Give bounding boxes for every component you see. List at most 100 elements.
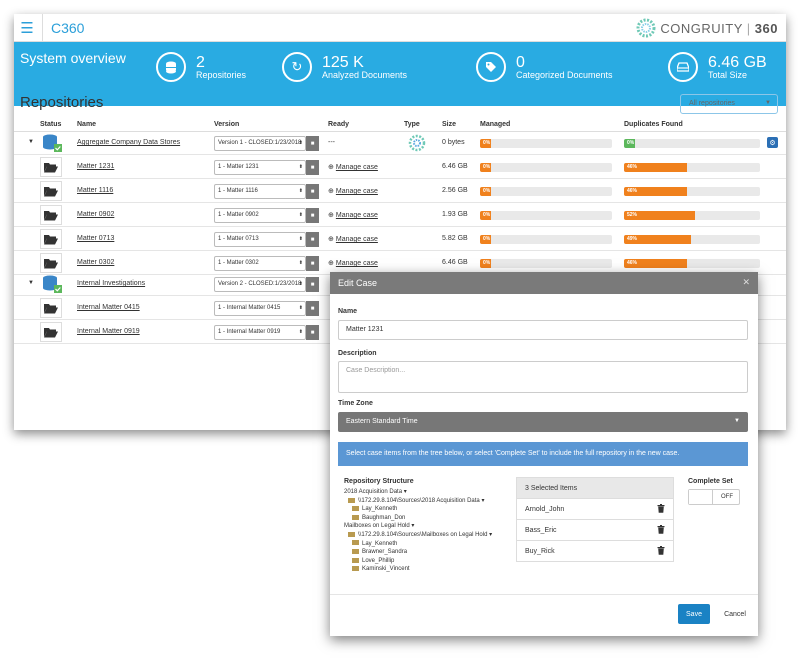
toggle-knob (689, 490, 713, 504)
repository-link[interactable]: Matter 1116 (77, 187, 114, 194)
version-save-button[interactable]: ■ (306, 256, 319, 271)
version-select[interactable]: 1 - Internal Matter 0415 ⬍ (214, 301, 306, 316)
tree-node-label: Kaminski_Vincent (362, 566, 410, 573)
tree-node[interactable]: Baughman_Don (344, 514, 492, 523)
repository-link[interactable]: Matter 0302 (77, 259, 115, 266)
plus-circle-icon: ⊕ (328, 164, 334, 171)
tree-node[interactable]: \\172.29.8.104\Sources\2018 Acquisition … (344, 497, 492, 506)
tree-node[interactable]: Love_Phillip (344, 557, 492, 566)
case-name-input[interactable]: Matter 1231 (338, 320, 748, 340)
save-button[interactable]: Save (678, 604, 710, 624)
version-save-button[interactable]: ■ (306, 325, 319, 340)
case-description-input[interactable]: Case Description... (338, 361, 748, 393)
version-value: 1 - Matter 1116 (218, 188, 258, 194)
version-save-button[interactable]: ■ (306, 277, 319, 292)
version-save-button[interactable]: ■ (306, 160, 319, 175)
tree-node[interactable]: Lay_Kenneth (344, 540, 492, 549)
manage-case-label: Manage case (335, 188, 378, 195)
tree-node-label: Lay_Kenneth (362, 540, 398, 547)
floppy-icon: ■ (310, 140, 315, 147)
duplicates-fill: 46% (624, 163, 687, 172)
gear-icon[interactable]: ⚙ (767, 137, 778, 148)
duplicates-bar: 46% (624, 187, 760, 196)
repository-link[interactable]: Internal Investigations (77, 280, 146, 287)
trash-icon[interactable] (657, 546, 665, 555)
version-save-button[interactable]: ■ (306, 208, 319, 223)
complete-set-toggle[interactable]: OFF (688, 489, 740, 505)
folder-icon (348, 531, 355, 537)
folder-open-icon (40, 157, 62, 177)
hamburger-menu-icon[interactable]: ☰ (20, 19, 34, 37)
size-value: 6.46 GB (442, 259, 468, 266)
col-size: Size (442, 121, 457, 128)
tree-node-label: Lay_Kenneth (362, 506, 398, 513)
repositories-title: Repositories (20, 94, 104, 111)
version-select[interactable]: 1 - Matter 0902 ⬍ (214, 208, 306, 223)
version-save-button[interactable]: ■ (306, 184, 319, 199)
repository-link[interactable]: Internal Matter 0415 (77, 304, 140, 311)
tree-node[interactable]: Kaminski_Vincent (344, 565, 492, 574)
version-select[interactable]: 1 - Matter 0713 ⬍ (214, 232, 306, 247)
database-check-icon (43, 134, 62, 152)
duplicates-bar: 52% (624, 211, 760, 220)
col-version: Version (214, 121, 240, 128)
manage-case-link[interactable]: ⊕ Manage case (328, 259, 378, 267)
tree-node[interactable]: Mailboxes on Legal Hold ▾ (344, 522, 492, 531)
name-label: Name (338, 308, 358, 315)
floppy-icon: ■ (310, 188, 315, 195)
version-select[interactable]: 1 - Internal Matter 0919 ⬍ (214, 325, 306, 340)
version-select[interactable]: 1 - Matter 1116 ⬍ (214, 184, 306, 199)
manage-case-link[interactable]: ⊕ Manage case (328, 235, 378, 243)
trash-icon[interactable] (657, 525, 665, 534)
folder-open-icon (40, 322, 62, 342)
manage-case-label: Manage case (335, 236, 378, 243)
drive-icon (668, 52, 698, 82)
globe-type-icon (408, 134, 426, 152)
version-select[interactable]: 1 - Matter 1231 ⬍ (214, 160, 306, 175)
close-icon[interactable]: ✕ (742, 277, 750, 287)
caret-down-icon[interactable]: ▼ (28, 139, 34, 145)
caret-down-icon[interactable]: ▼ (28, 280, 34, 286)
floppy-icon: ■ (310, 260, 315, 267)
managed-fill: 0% (480, 259, 491, 268)
version-select[interactable]: Version 1 - CLOSED:1/23/2018 ⬍ (214, 136, 306, 151)
floppy-icon: ■ (310, 305, 315, 312)
app-brand[interactable]: C360 (42, 14, 84, 42)
size-value: 5.82 GB (442, 235, 468, 242)
manage-case-link[interactable]: ⊕ Manage case (328, 211, 378, 219)
version-save-button[interactable]: ■ (306, 301, 319, 316)
repository-link[interactable]: Matter 0902 (77, 211, 115, 218)
version-save-button[interactable]: ■ (306, 136, 319, 151)
manage-case-label: Manage case (335, 212, 378, 219)
table-row: Matter 1231 1 - Matter 1231 ⬍ ■ ⊕ Manage c… (14, 156, 786, 179)
tree-node[interactable]: Lay_Kenneth (344, 505, 492, 514)
version-select[interactable]: Version 2 - CLOSED:1/23/2018 ⬍ (214, 277, 306, 292)
repository-link[interactable]: Matter 0713 (77, 235, 115, 242)
modal-header: Edit Case ✕ (330, 272, 758, 294)
col-managed: Managed (480, 121, 511, 128)
repository-link[interactable]: Matter 1231 (77, 163, 115, 170)
cancel-button[interactable]: Cancel (724, 610, 746, 618)
tag-icon (476, 52, 506, 82)
col-ready: Ready (328, 121, 350, 128)
repository-link[interactable]: Aggregate Company Data Stores (77, 139, 181, 146)
manage-case-link[interactable]: ⊕ Manage case (328, 187, 378, 195)
repository-filter-select[interactable]: All repositories ▼ (680, 94, 778, 114)
tree-node[interactable]: \\172.29.8.104\Sources\Mailboxes on Lega… (344, 531, 492, 540)
version-save-button[interactable]: ■ (306, 232, 319, 247)
version-value: 1 - Matter 0902 (218, 212, 259, 218)
version-select[interactable]: 1 - Matter 0302 ⬍ (214, 256, 306, 271)
manage-case-link[interactable]: ⊕ Manage case (328, 163, 378, 171)
complete-set-label: Complete Set (688, 478, 733, 485)
selected-items-panel: 3 Selected Items Arnold_John Bass_Eric B… (516, 477, 674, 562)
tree-node[interactable]: 2018 Acquisition Data ▾ (344, 488, 492, 497)
repository-link[interactable]: Internal Matter 0919 (77, 328, 140, 335)
trash-icon[interactable] (657, 504, 665, 513)
size-value: 1.93 GB (442, 211, 468, 218)
table-header: Status Name Version Ready Type Size Mana… (14, 118, 786, 132)
tree-node[interactable]: Brawner_Sandra (344, 548, 492, 557)
stat-label: Categorized Documents (516, 69, 613, 80)
timezone-select[interactable]: Eastern Standard Time ▼ (338, 412, 748, 432)
col-status: Status (40, 121, 62, 128)
tree-title: Repository Structure (344, 478, 414, 485)
